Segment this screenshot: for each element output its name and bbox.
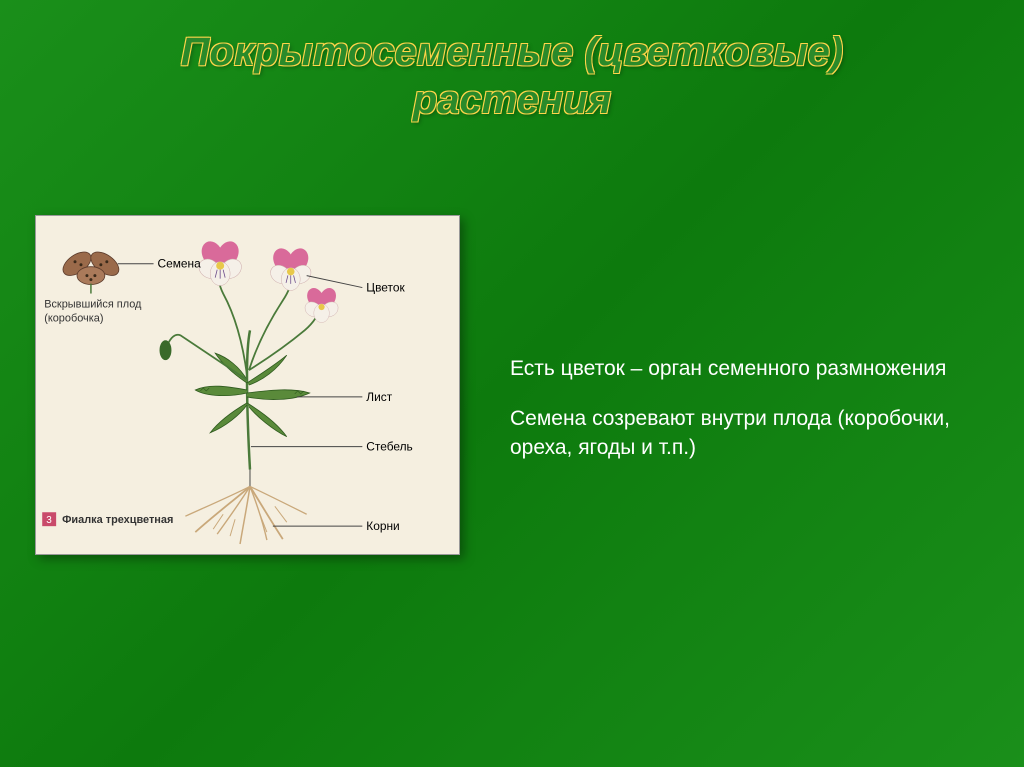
label-leaf: Лист (366, 390, 392, 404)
title-line-1: Покрытосеменные (цветковые) (181, 30, 843, 74)
body-text: Есть цветок – орган семенного размножени… (510, 355, 970, 484)
fruit-icon (59, 247, 123, 293)
flower-stem-3 (249, 307, 320, 370)
roots-icon (185, 470, 306, 545)
leaves-icon (195, 353, 309, 437)
label-seeds: Семена (158, 257, 202, 271)
caption-badge-num: 3 (46, 515, 52, 526)
flower-icon (267, 245, 315, 290)
stem-icon (247, 330, 250, 469)
label-roots: Корни (366, 519, 399, 533)
body-p1: Есть цветок – орган семенного размножени… (510, 355, 970, 383)
flower-icon (302, 285, 341, 322)
leader-line (307, 276, 363, 288)
label-stem: Стебель (366, 440, 412, 454)
body-p2: Семена созревают внутри плода (коробочки… (510, 405, 970, 462)
diagram-caption: Фиалка трехцветная (62, 514, 173, 526)
label-fruit-1: Вскрывшийся плод (44, 298, 142, 310)
title-line-2: растения (413, 78, 611, 122)
plant-diagram-svg: Семена Вскрывшийся плод (коробочка) Цвет… (36, 216, 459, 554)
label-fruit-2: (коробочка) (44, 312, 103, 324)
slide-title: Покрытосеменные (цветковые) растения (0, 0, 1024, 124)
flower-icon (195, 238, 245, 286)
bud-icon (160, 340, 172, 360)
label-flower: Цветок (366, 281, 405, 295)
plant-diagram: Семена Вскрывшийся плод (коробочка) Цвет… (35, 215, 460, 555)
